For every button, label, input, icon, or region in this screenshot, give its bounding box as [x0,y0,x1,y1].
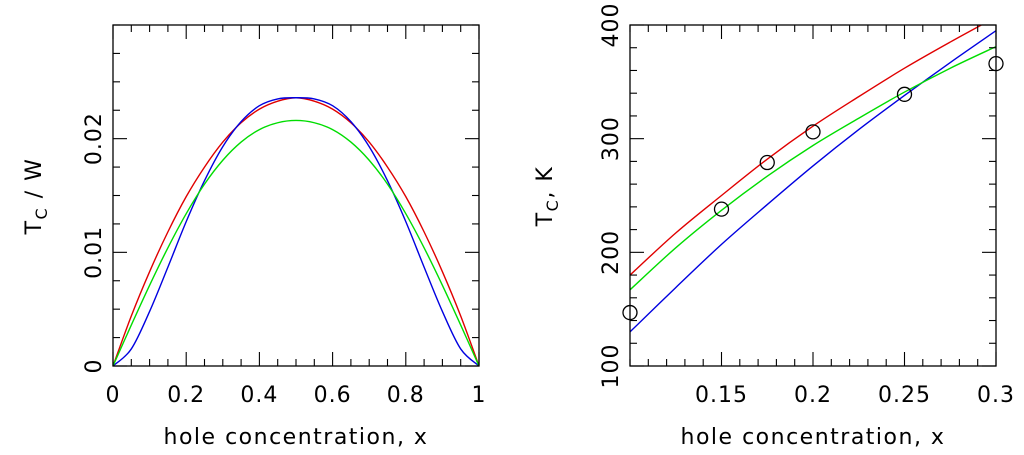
right-x-tick-label-1: 0.2 [794,383,832,408]
right-chart: 0.15 0.2 0.25 0.3 100 200 300 400 hole concent… [533,3,1015,451]
left-x-tick-label-2: 0.4 [240,383,278,408]
left-plot-frame [112,24,480,367]
right-x-tick-labels: 0.15 0.2 0.25 0.3 [695,383,1015,408]
left-series-line-1 [113,97,479,366]
right-series-line-1 [630,30,996,333]
left-y-axis-title-main: T [22,219,47,235]
left-y-tick-label-0: 0 [82,359,107,374]
right-x-tick-label-0: 0.15 [695,383,748,408]
right-data-point-3 [805,124,821,140]
left-x-tick-label-3: 0.6 [314,383,352,408]
right-y-axis-title: TC, K [533,166,562,228]
left-x-tick-label-5: 1 [472,383,487,408]
left-x-axis-title: hole concentration, x [164,425,429,450]
right-y-axis-title-main: T [533,211,558,227]
left-chart: 0 0.2 0.4 0.6 0.8 1 0 0.01 0.02 hole concentrat… [22,24,487,450]
right-x-tick-label-2: 0.25 [878,383,931,408]
left-y-axis-title-rest: / W [22,158,47,207]
right-y-tick-labels: 100 200 300 400 [599,3,624,389]
right-data-point-4 [896,86,913,102]
right-y-tick-label-3: 400 [599,3,624,48]
left-y-tick-labels: 0 0.01 0.02 [82,112,107,373]
right-y-axis-title-sub: C [543,199,562,212]
left-x-tick-label-4: 0.8 [387,383,425,408]
right-y-tick-label-1: 200 [599,230,624,275]
right-x-tick-label-3: 0.3 [977,383,1015,408]
right-data-point-1 [713,201,730,217]
left-y-tick-label-1: 0.01 [82,226,107,279]
right-y-tick-label-2: 300 [599,116,624,161]
right-y-axis-title-rest: , K [533,166,558,199]
right-data-point-2 [759,154,775,171]
right-plot-frame [629,24,997,367]
left-x-tick-label-1: 0.2 [167,383,205,408]
left-x-tick-labels: 0 0.2 0.4 0.6 0.8 1 [106,383,487,408]
right-y-tick-label-0: 100 [599,344,624,389]
right-series-line-2 [630,45,996,291]
left-y-tick-label-2: 0.02 [82,112,107,165]
left-y-axis-title-sub: C [32,207,51,220]
right-series-line-0 [630,25,983,276]
left-marks [113,97,479,366]
right-x-axis-title: hole concentration, x [681,425,946,450]
left-series-line-0 [113,97,479,366]
left-x-tick-label-0: 0 [106,383,121,408]
right-ticks [629,24,997,367]
right-marks [622,25,1004,333]
left-ticks [112,24,480,367]
left-series-line-2 [113,119,479,366]
left-y-axis-title: TC / W [22,158,51,236]
